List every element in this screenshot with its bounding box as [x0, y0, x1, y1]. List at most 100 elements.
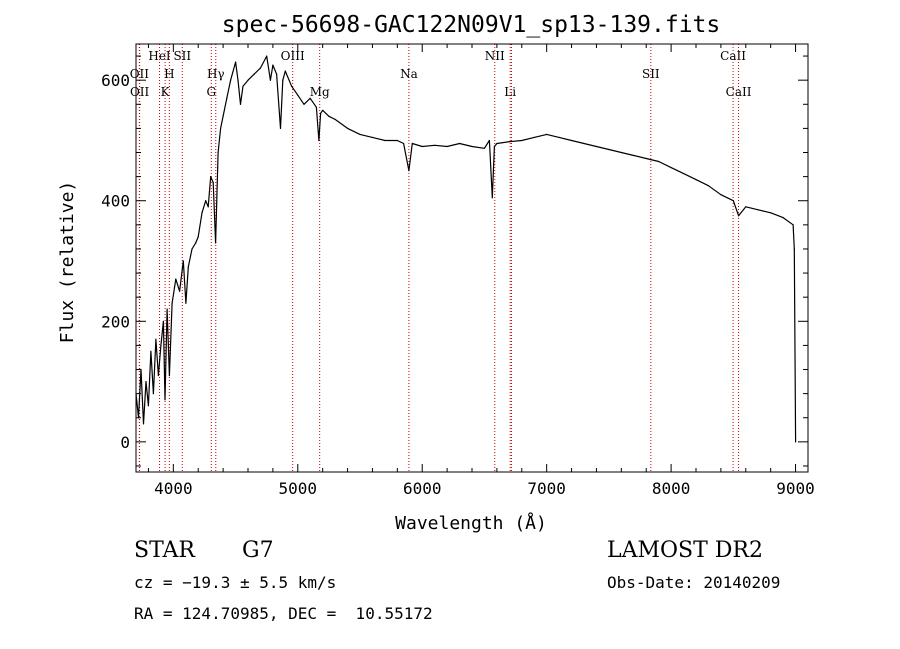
spectrum-point	[446, 145, 448, 148]
spectrum-point	[396, 139, 398, 142]
spectrum-point	[168, 374, 170, 377]
spectrum-point	[322, 109, 324, 111]
spectrum-point	[334, 118, 336, 120]
spectrum-point	[166, 308, 168, 310]
spectrum-point	[732, 200, 734, 202]
spectrum-point	[403, 142, 405, 145]
spectrum-point	[222, 115, 224, 117]
spectrum-point	[793, 248, 795, 250]
spectrum-point	[237, 79, 239, 81]
spectrum-point	[683, 173, 685, 175]
spectrum-point	[483, 147, 485, 149]
spectrum-point	[459, 142, 461, 145]
spectrum-point	[279, 127, 282, 129]
spectrum-point	[488, 139, 490, 142]
spectrum-point	[269, 79, 271, 81]
spectrum-point	[583, 142, 585, 145]
spectrum-point	[595, 145, 598, 148]
spectrum-point	[558, 136, 560, 138]
spectrum-point	[205, 200, 207, 202]
spectrum-point	[707, 185, 710, 187]
spectrum-point	[471, 145, 473, 148]
spectrum-point	[242, 85, 244, 87]
spectrum-point	[745, 206, 747, 208]
spectrum-point	[230, 79, 232, 81]
line-marker-label: NII	[485, 49, 505, 63]
spectrum-point	[217, 151, 219, 154]
line-marker-label: K	[161, 85, 171, 99]
spectrum-point	[645, 157, 647, 160]
line-marker-label: Na	[400, 67, 418, 81]
spectrum-point	[571, 139, 573, 142]
spectrum-point	[150, 350, 152, 352]
spectrum-point	[282, 79, 284, 81]
x-tick-label: 8000	[652, 479, 691, 498]
spectrum-point	[291, 85, 293, 87]
redshift-label: cz = −19.3 ± 5.5 km/s	[134, 573, 337, 592]
x-tick-label: 6000	[403, 479, 442, 498]
spectrum-point	[220, 127, 222, 129]
spectrum-point	[328, 115, 330, 117]
spectrum-point	[160, 344, 162, 346]
spectrum-point	[347, 127, 349, 129]
spectrum-point	[152, 393, 154, 395]
spectrum-point	[171, 302, 173, 304]
spectrum-point	[284, 70, 286, 72]
spectrum-point	[201, 212, 203, 214]
spectrum-line	[135, 55, 797, 442]
line-marker-label: SII	[642, 67, 660, 81]
spectrum-point	[434, 144, 436, 146]
y-tick-label: 0	[120, 433, 130, 452]
spectrum-point	[253, 73, 255, 75]
spectrum-point	[195, 242, 197, 244]
spectrum-point	[145, 381, 147, 383]
line-marker-label: OIII	[281, 49, 305, 63]
spectrum-point	[770, 212, 772, 214]
x-tick-label: 9000	[776, 479, 815, 498]
line-marker-label: Hγ	[207, 67, 225, 81]
spectrum-point	[207, 206, 209, 208]
spectrum-point	[266, 55, 268, 57]
coordinates-label: RA = 124.70985, DEC = 10.55172	[134, 604, 433, 623]
spectrum-point	[179, 290, 181, 292]
spectrum-point	[493, 145, 495, 148]
x-tick-label: 4000	[154, 479, 193, 498]
spectrum-point	[185, 302, 187, 304]
line-marker-label: OII	[130, 85, 150, 99]
line-marker-label: Mg	[310, 85, 330, 99]
spectrum-point	[226, 97, 228, 99]
spectrum-point	[421, 145, 423, 148]
axes: 4000 5000 6000 7000 8000 9000 0 200 400 600	[101, 44, 815, 498]
spectrum-point	[215, 242, 217, 244]
spectrum-point	[546, 133, 548, 135]
spectrum-point	[521, 139, 523, 142]
spectrum-point	[187, 266, 189, 268]
line-marker-label: SII	[173, 49, 191, 63]
obs-date-label: Obs-Date: 20140209	[607, 573, 781, 592]
spectrum-point	[210, 176, 212, 178]
spectrum-point	[318, 139, 320, 142]
y-tick-label: 600	[101, 71, 130, 90]
spectrum-point	[276, 73, 278, 75]
spectrum-point	[147, 405, 149, 407]
line-marker-label: HeI	[148, 49, 171, 63]
spectrum-point	[320, 112, 322, 114]
spectrum-point	[235, 61, 237, 63]
spectrum-point	[157, 374, 159, 377]
survey-label: LAMOST DR2	[607, 538, 763, 563]
spectrum-point	[155, 338, 157, 340]
spectrum-point	[384, 139, 386, 142]
spectrum-point	[757, 209, 759, 211]
spectrum-point	[633, 154, 635, 157]
spectrum-point	[272, 64, 274, 66]
spectrum-point	[408, 170, 410, 172]
spectrum-point	[191, 248, 193, 250]
y-tick-label: 400	[101, 192, 130, 211]
x-axis-label: Wavelength (Å)	[395, 512, 547, 534]
spectrum-point	[315, 106, 317, 108]
spectrum-point	[620, 151, 622, 154]
spectrum-point	[738, 215, 740, 217]
spectrum-point	[309, 97, 311, 99]
plot-frame	[135, 43, 809, 473]
spectrum-plot	[135, 55, 797, 443]
